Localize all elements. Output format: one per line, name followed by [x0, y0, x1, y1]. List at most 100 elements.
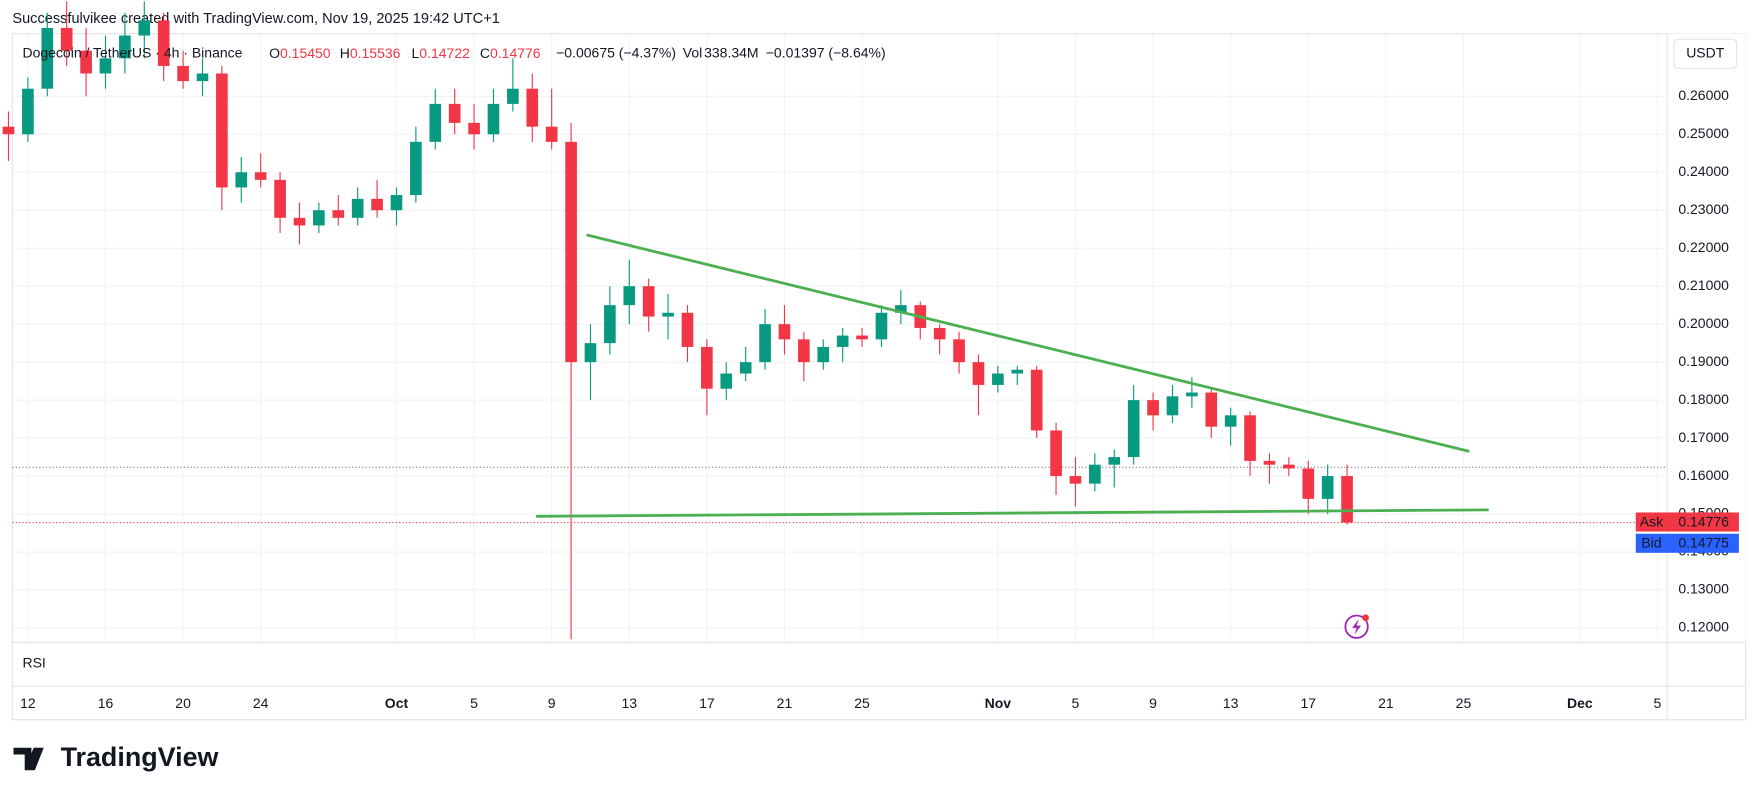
x-tick-label: 24: [253, 695, 269, 711]
candle-body: [157, 20, 170, 66]
candle-body: [429, 103, 442, 142]
y-tick-label: 0.23000: [1678, 201, 1729, 217]
candle-body: [953, 339, 965, 363]
candle-body: [1302, 468, 1315, 499]
change: −0.00675 (−4.37%): [556, 45, 676, 61]
x-tick-label: 5: [1072, 695, 1080, 711]
candle-body: [681, 312, 694, 347]
quote-name: Ask: [1640, 513, 1664, 529]
candle-body: [216, 73, 228, 188]
credit: Successfulvikee created with TradingView…: [12, 11, 499, 27]
label: C: [480, 45, 490, 61]
candle-body: [1089, 464, 1101, 484]
candle-body: [642, 286, 655, 317]
indicator: RSI: [22, 654, 45, 670]
y-tick-label: 0.25000: [1678, 125, 1729, 141]
candle-body: [972, 362, 985, 385]
x-tick-label: 21: [777, 695, 793, 711]
candle-body: [875, 312, 888, 340]
candle-body: [1108, 457, 1121, 465]
candle-body: [565, 141, 577, 363]
vol-change: −0.01397 (−8.64%): [766, 45, 886, 61]
y-tick-label: 0.18000: [1678, 391, 1729, 407]
candle-body: [1050, 430, 1062, 477]
x-tick-label: 13: [1223, 695, 1239, 711]
value: 0.14722: [419, 45, 470, 61]
candle-body: [99, 58, 112, 74]
value: 0.15450: [280, 45, 331, 61]
candle-body: [507, 88, 519, 104]
candle-body: [254, 172, 267, 180]
currency[interactable]: USDT: [1686, 45, 1725, 61]
candle-body: [1205, 392, 1218, 427]
vol-label: Vol: [683, 45, 702, 61]
candle-body: [119, 35, 131, 59]
symbol: Dogecoin / TetherUS · 4h · Binance: [22, 45, 242, 61]
ohlc: C0.14776: [480, 45, 541, 61]
candle-body: [41, 27, 54, 89]
quote-value: 0.14775: [1678, 535, 1729, 551]
candle-body: [1321, 476, 1334, 499]
x-tick-label: Nov: [985, 695, 1012, 711]
brand: TradingView: [61, 742, 219, 772]
candle-body: [196, 73, 209, 82]
candle-body: [759, 324, 771, 363]
alert-icon[interactable]: [1344, 614, 1369, 639]
candle-body: [526, 88, 539, 127]
x-tick-label: Dec: [1567, 695, 1593, 711]
candle-body: [2, 126, 15, 135]
ohlc: L0.14722: [411, 45, 470, 61]
ohlc: H0.15536: [340, 45, 401, 61]
candle-body: [487, 103, 500, 135]
label: H: [340, 45, 350, 61]
candle-body: [720, 373, 733, 389]
ohlc: O0.15450: [269, 45, 331, 61]
candle-body: [1069, 476, 1082, 484]
candle-body: [235, 172, 248, 188]
candle-body: [739, 362, 752, 374]
candle-body: [895, 305, 907, 313]
candle-body: [80, 50, 92, 74]
y-tick-label: 0.19000: [1678, 353, 1729, 369]
y-tick-label: 0.21000: [1678, 277, 1729, 293]
y-tick-label: 0.13000: [1678, 581, 1729, 597]
candle-body: [448, 103, 461, 123]
candle-body: [1147, 400, 1159, 416]
candle-body: [992, 373, 1004, 385]
y-tick-label: 0.17000: [1678, 429, 1729, 445]
plot: [2, 1, 1668, 640]
y-tick-label: 0.22000: [1678, 239, 1729, 255]
trend-line: [536, 508, 1489, 518]
x-tick-label: 17: [699, 695, 715, 711]
quote-box: [1635, 533, 1739, 553]
candle-body: [933, 327, 946, 340]
y-tick-label: 0.16000: [1678, 467, 1729, 483]
quote-name: Bid: [1641, 535, 1661, 551]
quote-box: [1635, 512, 1739, 532]
logo: [13, 747, 44, 771]
candle-body: [817, 346, 830, 363]
x-tick-label: 25: [854, 695, 870, 711]
y-tick-label: 0.24000: [1678, 163, 1729, 179]
x-tick-label: 5: [470, 695, 478, 711]
candle-body: [1341, 476, 1353, 523]
x-tick-label: 16: [98, 695, 114, 711]
x-tick-label: 13: [621, 695, 637, 711]
x-tick-label: 5: [1654, 695, 1662, 711]
candle-body: [1127, 400, 1140, 458]
value: 0.15536: [350, 45, 401, 61]
value: 0.14776: [490, 45, 541, 61]
candle-body: [701, 346, 713, 389]
candle-body: [1283, 464, 1295, 469]
y-tick-label: 0.20000: [1678, 315, 1729, 331]
currency-button[interactable]: [1673, 38, 1738, 69]
x-tick-label: Oct: [385, 695, 409, 711]
x-tick-label: 25: [1456, 695, 1472, 711]
candle-body: [623, 286, 636, 306]
x-tick-label: 12: [20, 695, 36, 711]
candle-body: [313, 210, 325, 226]
label: L: [411, 45, 419, 61]
x-tick-label: 17: [1300, 695, 1316, 711]
candle-body: [138, 20, 151, 36]
